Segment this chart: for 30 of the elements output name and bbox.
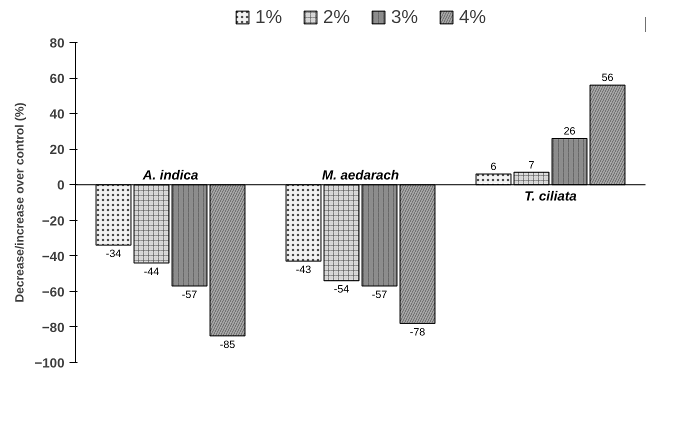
data-label: 56: [602, 72, 614, 84]
y-axis-title: Decrease/increase over control (%): [12, 102, 26, 303]
x-tick-label: M. aedarach: [322, 168, 400, 183]
legend-label: 1%: [255, 6, 282, 28]
x-tick-label: A. indica: [142, 168, 199, 183]
y-tick-label: 40: [50, 106, 65, 122]
data-label: 26: [564, 126, 576, 138]
x-tick-label: T. ciliata: [524, 188, 578, 204]
y-tick-label: 60: [50, 71, 65, 86]
data-label: 7: [528, 159, 535, 172]
data-label: -57: [372, 289, 388, 302]
y-tick-label: −40: [42, 248, 64, 264]
data-label: -57: [182, 289, 198, 302]
data-label: -43: [296, 264, 312, 276]
y-tick-label: −80: [42, 320, 64, 335]
data-label: 6: [490, 161, 497, 174]
data-label: -34: [106, 248, 122, 260]
y-tick-label: −100: [34, 356, 65, 370]
legend-label: 4%: [458, 6, 486, 28]
data-label: -78: [410, 326, 426, 338]
y-tick-label: −20: [42, 213, 64, 228]
y-tick-label: 20: [50, 142, 65, 158]
y-tick-label: 0: [57, 178, 65, 193]
data-label: -54: [334, 284, 350, 296]
data-label: -44: [144, 266, 160, 278]
y-tick-label: 80: [50, 36, 65, 50]
y-tick-label: −60: [42, 284, 64, 300]
legend-label: 2%: [323, 6, 350, 28]
legend-label: 3%: [391, 6, 418, 28]
data-label: -85: [220, 338, 236, 351]
